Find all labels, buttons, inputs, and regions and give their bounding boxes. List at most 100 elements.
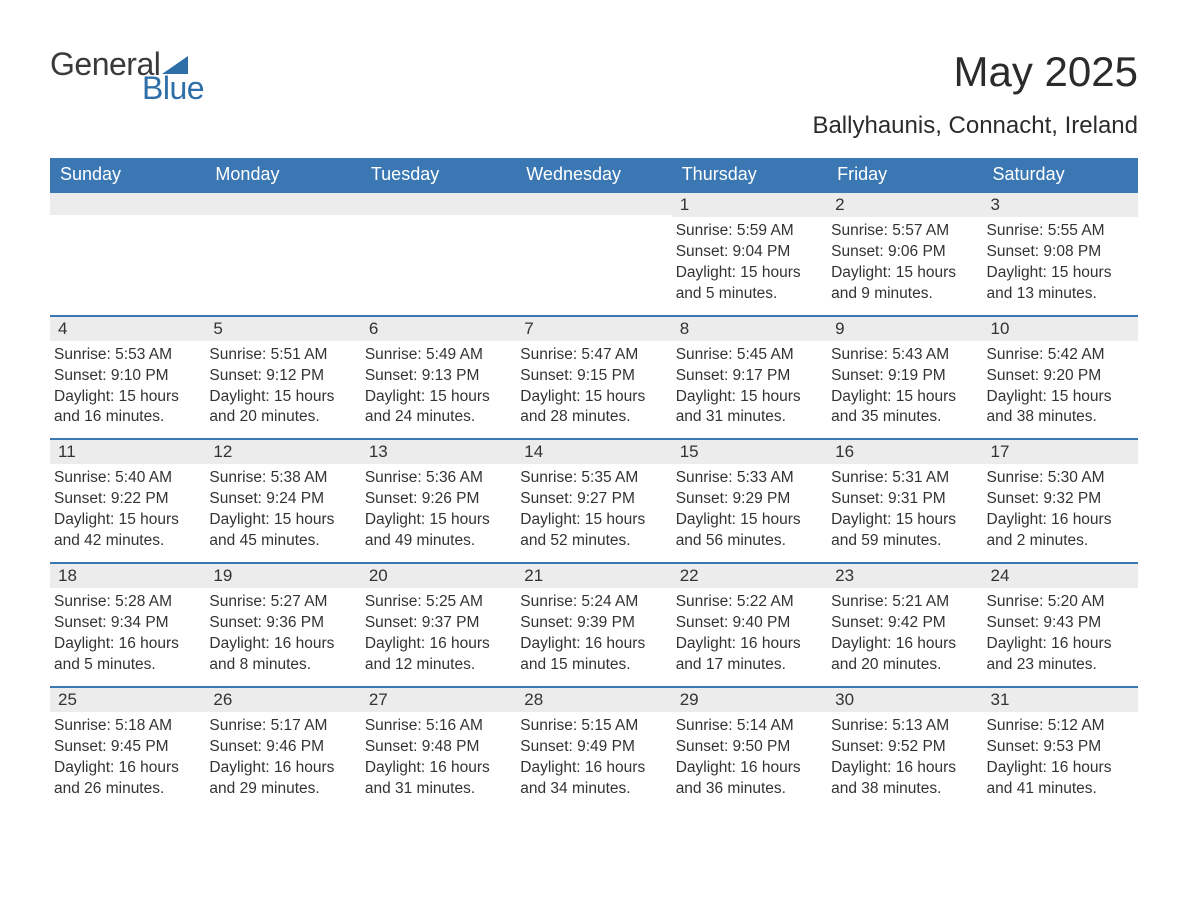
weekday-sunday: Sunday: [50, 158, 205, 191]
weekday-wednesday: Wednesday: [516, 158, 671, 191]
day-cell: 3Sunrise: 5:55 AMSunset: 9:08 PMDaylight…: [983, 191, 1138, 315]
day-body: Sunrise: 5:17 AMSunset: 9:46 PMDaylight:…: [205, 712, 360, 800]
sunset-line: Sunset: 9:46 PM: [209, 737, 352, 758]
weekday-thursday: Thursday: [672, 158, 827, 191]
day-cell: [50, 191, 205, 315]
day-body: Sunrise: 5:59 AMSunset: 9:04 PMDaylight:…: [672, 217, 827, 305]
daylight-line: Daylight: 16 hours and 41 minutes.: [987, 758, 1130, 800]
day-number: [516, 191, 671, 215]
daylight-line: Daylight: 16 hours and 8 minutes.: [209, 634, 352, 676]
day-cell: 24Sunrise: 5:20 AMSunset: 9:43 PMDayligh…: [983, 562, 1138, 686]
header: General Blue May 2025 Ballyhaunis, Conna…: [50, 48, 1138, 150]
day-body: Sunrise: 5:13 AMSunset: 9:52 PMDaylight:…: [827, 712, 982, 800]
sunset-line: Sunset: 9:53 PM: [987, 737, 1130, 758]
day-cell: 12Sunrise: 5:38 AMSunset: 9:24 PMDayligh…: [205, 438, 360, 562]
weeks-container: 1Sunrise: 5:59 AMSunset: 9:04 PMDaylight…: [50, 191, 1138, 809]
day-number: 30: [827, 686, 982, 712]
day-body: Sunrise: 5:25 AMSunset: 9:37 PMDaylight:…: [361, 588, 516, 676]
day-cell: 28Sunrise: 5:15 AMSunset: 9:49 PMDayligh…: [516, 686, 671, 810]
day-body: Sunrise: 5:36 AMSunset: 9:26 PMDaylight:…: [361, 464, 516, 552]
sunrise-line: Sunrise: 5:24 AM: [520, 592, 663, 613]
day-body: Sunrise: 5:33 AMSunset: 9:29 PMDaylight:…: [672, 464, 827, 552]
sunrise-line: Sunrise: 5:35 AM: [520, 468, 663, 489]
sunrise-line: Sunrise: 5:36 AM: [365, 468, 508, 489]
page-title: May 2025: [812, 48, 1138, 96]
day-body: Sunrise: 5:43 AMSunset: 9:19 PMDaylight:…: [827, 341, 982, 429]
daylight-line: Daylight: 16 hours and 36 minutes.: [676, 758, 819, 800]
daylight-line: Daylight: 16 hours and 38 minutes.: [831, 758, 974, 800]
day-cell: 14Sunrise: 5:35 AMSunset: 9:27 PMDayligh…: [516, 438, 671, 562]
sunset-line: Sunset: 9:49 PM: [520, 737, 663, 758]
sunrise-line: Sunrise: 5:55 AM: [987, 221, 1130, 242]
day-cell: 6Sunrise: 5:49 AMSunset: 9:13 PMDaylight…: [361, 315, 516, 439]
day-cell: 17Sunrise: 5:30 AMSunset: 9:32 PMDayligh…: [983, 438, 1138, 562]
day-body: Sunrise: 5:15 AMSunset: 9:49 PMDaylight:…: [516, 712, 671, 800]
day-cell: 16Sunrise: 5:31 AMSunset: 9:31 PMDayligh…: [827, 438, 982, 562]
daylight-line: Daylight: 15 hours and 38 minutes.: [987, 387, 1130, 429]
daylight-line: Daylight: 16 hours and 26 minutes.: [54, 758, 197, 800]
day-number: 22: [672, 562, 827, 588]
sunrise-line: Sunrise: 5:42 AM: [987, 345, 1130, 366]
day-cell: 27Sunrise: 5:16 AMSunset: 9:48 PMDayligh…: [361, 686, 516, 810]
day-body: Sunrise: 5:57 AMSunset: 9:06 PMDaylight:…: [827, 217, 982, 305]
sunset-line: Sunset: 9:19 PM: [831, 366, 974, 387]
day-number: 31: [983, 686, 1138, 712]
sunrise-line: Sunrise: 5:16 AM: [365, 716, 508, 737]
day-number: 10: [983, 315, 1138, 341]
sunset-line: Sunset: 9:52 PM: [831, 737, 974, 758]
sunset-line: Sunset: 9:06 PM: [831, 242, 974, 263]
day-cell: [205, 191, 360, 315]
sunrise-line: Sunrise: 5:47 AM: [520, 345, 663, 366]
day-body: Sunrise: 5:42 AMSunset: 9:20 PMDaylight:…: [983, 341, 1138, 429]
day-number: 26: [205, 686, 360, 712]
sunset-line: Sunset: 9:37 PM: [365, 613, 508, 634]
day-cell: 2Sunrise: 5:57 AMSunset: 9:06 PMDaylight…: [827, 191, 982, 315]
sunrise-line: Sunrise: 5:25 AM: [365, 592, 508, 613]
day-number: 24: [983, 562, 1138, 588]
sunrise-line: Sunrise: 5:49 AM: [365, 345, 508, 366]
day-cell: 5Sunrise: 5:51 AMSunset: 9:12 PMDaylight…: [205, 315, 360, 439]
day-cell: 31Sunrise: 5:12 AMSunset: 9:53 PMDayligh…: [983, 686, 1138, 810]
day-body: Sunrise: 5:31 AMSunset: 9:31 PMDaylight:…: [827, 464, 982, 552]
sunrise-line: Sunrise: 5:27 AM: [209, 592, 352, 613]
sunset-line: Sunset: 9:20 PM: [987, 366, 1130, 387]
sunrise-line: Sunrise: 5:28 AM: [54, 592, 197, 613]
day-cell: 18Sunrise: 5:28 AMSunset: 9:34 PMDayligh…: [50, 562, 205, 686]
day-number: 19: [205, 562, 360, 588]
day-cell: 26Sunrise: 5:17 AMSunset: 9:46 PMDayligh…: [205, 686, 360, 810]
day-cell: 25Sunrise: 5:18 AMSunset: 9:45 PMDayligh…: [50, 686, 205, 810]
day-cell: 11Sunrise: 5:40 AMSunset: 9:22 PMDayligh…: [50, 438, 205, 562]
day-cell: 7Sunrise: 5:47 AMSunset: 9:15 PMDaylight…: [516, 315, 671, 439]
day-cell: 10Sunrise: 5:42 AMSunset: 9:20 PMDayligh…: [983, 315, 1138, 439]
calendar: SundayMondayTuesdayWednesdayThursdayFrid…: [50, 158, 1138, 809]
sunset-line: Sunset: 9:34 PM: [54, 613, 197, 634]
day-number: 13: [361, 438, 516, 464]
daylight-line: Daylight: 16 hours and 15 minutes.: [520, 634, 663, 676]
sunrise-line: Sunrise: 5:51 AM: [209, 345, 352, 366]
day-cell: 8Sunrise: 5:45 AMSunset: 9:17 PMDaylight…: [672, 315, 827, 439]
week-row: 25Sunrise: 5:18 AMSunset: 9:45 PMDayligh…: [50, 686, 1138, 810]
daylight-line: Daylight: 15 hours and 42 minutes.: [54, 510, 197, 552]
sunset-line: Sunset: 9:42 PM: [831, 613, 974, 634]
sunrise-line: Sunrise: 5:31 AM: [831, 468, 974, 489]
sunrise-line: Sunrise: 5:22 AM: [676, 592, 819, 613]
sunrise-line: Sunrise: 5:20 AM: [987, 592, 1130, 613]
day-body: Sunrise: 5:16 AMSunset: 9:48 PMDaylight:…: [361, 712, 516, 800]
sunrise-line: Sunrise: 5:45 AM: [676, 345, 819, 366]
day-cell: 22Sunrise: 5:22 AMSunset: 9:40 PMDayligh…: [672, 562, 827, 686]
sunset-line: Sunset: 9:27 PM: [520, 489, 663, 510]
week-row: 4Sunrise: 5:53 AMSunset: 9:10 PMDaylight…: [50, 315, 1138, 439]
sunset-line: Sunset: 9:29 PM: [676, 489, 819, 510]
day-number: 15: [672, 438, 827, 464]
sunset-line: Sunset: 9:36 PM: [209, 613, 352, 634]
week-row: 18Sunrise: 5:28 AMSunset: 9:34 PMDayligh…: [50, 562, 1138, 686]
day-body: Sunrise: 5:51 AMSunset: 9:12 PMDaylight:…: [205, 341, 360, 429]
daylight-line: Daylight: 15 hours and 31 minutes.: [676, 387, 819, 429]
day-body: Sunrise: 5:12 AMSunset: 9:53 PMDaylight:…: [983, 712, 1138, 800]
sunrise-line: Sunrise: 5:43 AM: [831, 345, 974, 366]
day-number: 29: [672, 686, 827, 712]
week-row: 11Sunrise: 5:40 AMSunset: 9:22 PMDayligh…: [50, 438, 1138, 562]
daylight-line: Daylight: 15 hours and 16 minutes.: [54, 387, 197, 429]
sunrise-line: Sunrise: 5:33 AM: [676, 468, 819, 489]
day-cell: 19 Sunrise: 5:27 AMSunset: 9:36 PMDayligh…: [205, 562, 360, 686]
